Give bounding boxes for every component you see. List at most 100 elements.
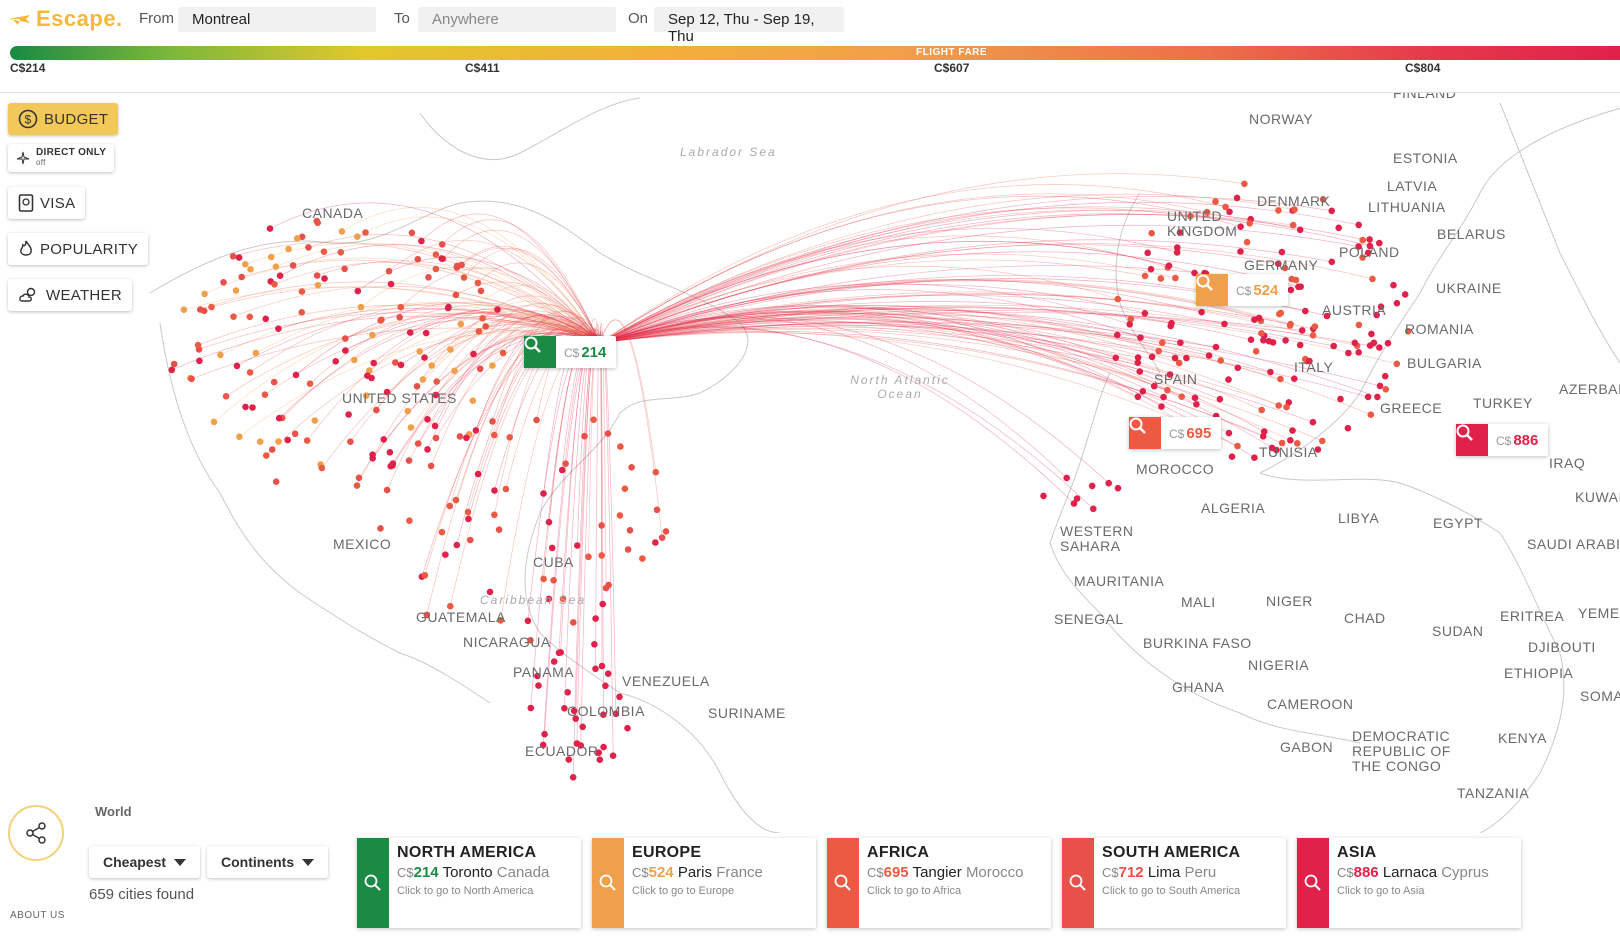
destination-dot[interactable] [452,291,460,299]
destination-dot[interactable] [592,665,599,673]
destination-dot[interactable] [246,313,254,321]
destination-dot[interactable] [354,233,361,240]
destination-dot[interactable] [598,662,606,670]
destination-dot[interactable] [491,487,498,494]
destination-dot[interactable] [284,436,292,444]
destination-dot[interactable] [1277,309,1285,317]
destination-dot[interactable] [1234,442,1241,450]
destination-dot[interactable] [592,615,599,622]
destination-dot[interactable] [1296,226,1304,234]
budget-button[interactable]: $ BUDGET [8,103,119,135]
destination-dot[interactable] [1141,272,1149,280]
continent-card-africa[interactable]: AFRICA C$695 Tangier Morocco Click to go… [827,838,1051,928]
destination-dot[interactable] [1203,208,1211,216]
destination-dot[interactable] [1222,203,1229,211]
destination-dot[interactable] [1359,236,1366,244]
destination-dot[interactable] [463,434,470,442]
destination-dot[interactable] [438,241,446,248]
destination-dot[interactable] [1377,303,1385,310]
destination-dot[interactable] [474,470,482,478]
destination-dot[interactable] [1335,224,1342,232]
destination-dot[interactable] [605,581,612,589]
weather-button[interactable]: WEATHER [8,279,132,311]
continent-card-europe[interactable]: EUROPE C$524 Paris France Click to go to… [592,838,816,928]
continent-card-south-america[interactable]: SOUTH AMERICA C$712 Lima Peru Click to g… [1062,838,1286,928]
destination-dot[interactable] [1134,354,1142,361]
destination-dot[interactable] [418,237,425,245]
destination-dot[interactable] [491,511,498,519]
destination-dot[interactable] [1148,353,1156,361]
destination-dot[interactable] [194,341,202,349]
to-input[interactable]: Anywhere [418,7,616,32]
destination-dot[interactable] [475,328,483,335]
destination-dot[interactable] [354,287,362,295]
destination-dot[interactable] [1171,354,1179,362]
destination-dot[interactable] [1355,221,1362,229]
destination-dot[interactable] [168,366,176,374]
destination-dot[interactable] [256,438,264,446]
destination-dot[interactable] [457,320,465,328]
destination-dot[interactable] [1330,342,1337,350]
destination-dot[interactable] [1319,196,1327,203]
destination-dot[interactable] [392,359,399,366]
destination-dot[interactable] [1126,321,1133,328]
destination-dot[interactable] [1166,371,1174,378]
destination-dot[interactable] [242,403,249,411]
destination-dot[interactable] [446,502,454,510]
destination-dot[interactable] [217,351,224,359]
destination-dot[interactable] [600,711,607,718]
destination-dot[interactable] [1127,315,1135,323]
destination-dot[interactable] [313,217,321,225]
destination-dot[interactable] [1228,453,1236,461]
destination-dot[interactable] [289,262,297,269]
destination-dot[interactable] [413,383,421,390]
destination-dot[interactable] [1040,492,1047,500]
destination-dot[interactable] [573,740,581,747]
destination-dot[interactable] [313,272,321,279]
destination-dot[interactable] [1289,221,1297,229]
destination-dot[interactable] [285,245,292,253]
destination-dot[interactable] [229,253,237,260]
destination-dot[interactable] [230,313,237,320]
destination-dot[interactable] [467,536,474,544]
destination-dot[interactable] [363,392,370,400]
destination-dot[interactable] [534,672,541,680]
destination-dot[interactable] [561,705,568,712]
destination-dot[interactable] [570,619,577,626]
destination-dot[interactable] [621,485,629,493]
destination-dot[interactable] [369,455,377,462]
destination-dot[interactable] [431,422,439,430]
destination-dot[interactable] [276,272,284,279]
destination-dot[interactable] [1291,206,1298,213]
destination-dot[interactable] [355,474,363,482]
destination-dot[interactable] [1136,368,1143,375]
destination-dot[interactable] [272,263,280,270]
destination-dot[interactable] [1306,357,1313,365]
destination-dot[interactable] [383,486,391,494]
destination-dot[interactable] [604,430,612,437]
destination-dot[interactable] [232,287,240,294]
destination-dot[interactable] [247,266,254,273]
destination-dot[interactable] [342,335,349,342]
destination-dot[interactable] [555,649,563,657]
destination-dot[interactable] [1319,437,1326,445]
destination-dot[interactable] [1139,388,1147,395]
destination-dot[interactable] [1287,437,1294,444]
destination-dot[interactable] [658,534,666,541]
destination-dot[interactable] [598,552,605,559]
destination-dot[interactable] [1251,454,1258,462]
price-tag-europe[interactable]: C$ 524 [1196,274,1289,306]
destination-dot[interactable] [652,468,660,476]
group-dropdown[interactable]: Continents [207,846,329,878]
destination-dot[interactable] [1275,207,1282,214]
destination-dot[interactable] [338,228,346,235]
destination-dot[interactable] [1366,242,1374,250]
destination-dot[interactable] [612,710,620,718]
destination-dot[interactable] [1173,249,1181,256]
destination-dot[interactable] [305,244,312,251]
destination-dot[interactable] [1073,495,1081,502]
destination-dot[interactable] [628,464,635,471]
destination-dot[interactable] [407,424,415,431]
destination-dot[interactable] [1144,249,1151,257]
destination-dot[interactable] [451,367,458,375]
